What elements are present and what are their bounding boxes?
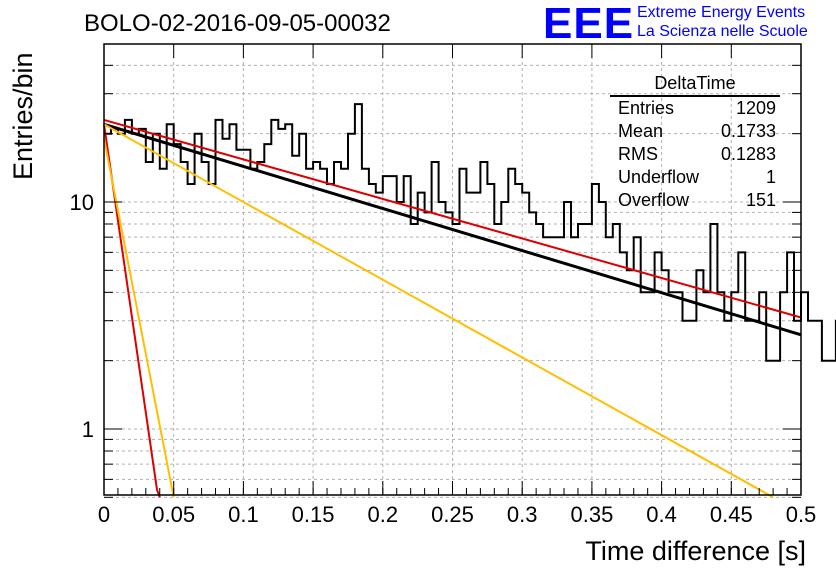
y-axis-label: Entries/bin bbox=[8, 52, 38, 180]
x-tick-label: 0.45 bbox=[710, 502, 753, 527]
stats-title: DeltaTime bbox=[610, 72, 780, 97]
stats-value: 0.1733 bbox=[720, 121, 776, 141]
axis-ticks: 0 0.05 0.1 0.15 0.2 0.25 0.3 0.35 0.4 0.45 0.5 1 10 bbox=[70, 44, 817, 527]
stats-value: 1 bbox=[765, 167, 776, 187]
x-tick-label: 0 bbox=[98, 502, 110, 527]
x-tick-label: 0.3 bbox=[507, 502, 538, 527]
stats-row: Mean 0.1733 bbox=[610, 120, 780, 143]
fit-line bbox=[103, 122, 802, 337]
stats-label: RMS bbox=[618, 144, 658, 164]
x-tick-label: 0.1 bbox=[228, 502, 259, 527]
stats-label: Entries bbox=[618, 98, 675, 118]
logo-line-1: Extreme Energy Events bbox=[637, 4, 806, 21]
stats-value: 151 bbox=[745, 190, 776, 210]
y-tick-label: 10 bbox=[70, 190, 94, 215]
stats-label: Underflow bbox=[618, 167, 700, 187]
x-tick-label: 0.4 bbox=[646, 502, 677, 527]
stats-row: RMS 0.1283 bbox=[610, 143, 780, 166]
stats-value: 1209 bbox=[735, 98, 776, 118]
stats-box: DeltaTime Entries 1209 Mean 0.1733 RMS 0.12… bbox=[610, 72, 780, 212]
stats-row: Entries 1209 bbox=[610, 97, 780, 120]
fit-line bbox=[103, 123, 774, 499]
y-tick-label: 1 bbox=[82, 417, 94, 442]
logo-line-2: La Scienza nelle Scuole bbox=[637, 23, 808, 40]
plot-title: BOLO-02-2016-09-05-00032 bbox=[84, 10, 391, 37]
stats-label: Mean bbox=[618, 121, 664, 141]
x-tick-label: 0.35 bbox=[570, 502, 613, 527]
stats-label: Overflow bbox=[618, 190, 690, 210]
x-tick-label: 0.05 bbox=[152, 502, 195, 527]
stats-value: 0.1283 bbox=[720, 144, 776, 164]
fit-line bbox=[103, 118, 802, 319]
stats-row: Underflow 1 bbox=[610, 166, 780, 189]
stats-row: Overflow 151 bbox=[610, 189, 780, 212]
x-tick-label: 0.5 bbox=[786, 502, 817, 527]
x-tick-label: 0.25 bbox=[431, 502, 474, 527]
logo-caption: Extreme Energy Events La Scienza nelle S… bbox=[637, 3, 808, 41]
fit-lines bbox=[103, 118, 802, 499]
x-tick-label: 0.2 bbox=[368, 502, 399, 527]
eee-logo: EEE bbox=[543, 0, 635, 48]
x-axis-label: Time difference [s] bbox=[585, 536, 806, 566]
x-tick-label: 0.15 bbox=[292, 502, 335, 527]
fit-line bbox=[103, 138, 175, 498]
